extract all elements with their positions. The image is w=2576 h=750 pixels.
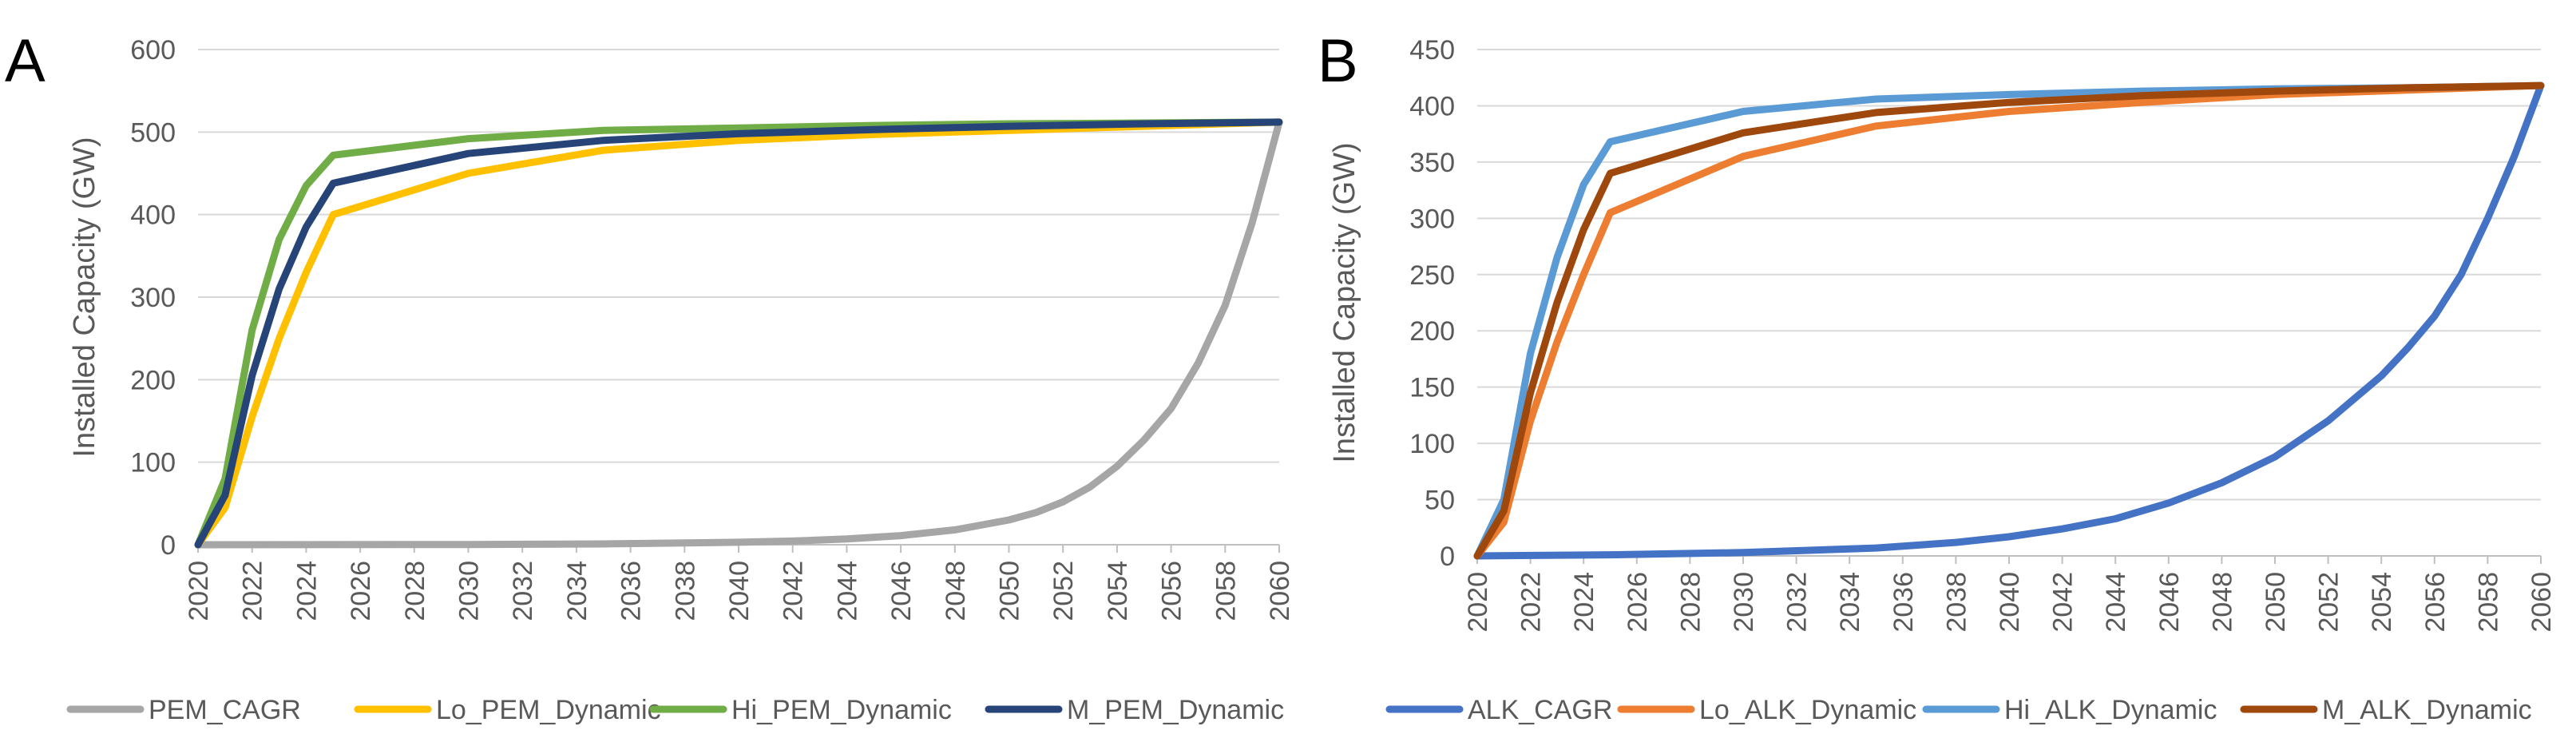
panel-a-letter: A	[5, 27, 46, 95]
x-tick-label: 2040	[1995, 572, 2025, 633]
x-tick-label: 2058	[1211, 561, 1241, 621]
y-tick-label: 150	[1409, 373, 1455, 403]
x-tick-label: 2038	[1941, 572, 1972, 633]
x-tick-label: 2054	[2367, 572, 2397, 633]
legend-item-m-pem-dynamic: M_PEM_Dynamic	[985, 695, 1284, 725]
x-tick-label: 2048	[941, 561, 971, 621]
x-tick-label: 2042	[779, 561, 809, 621]
legend-item-alk-cagr: ALK_CAGR	[1385, 695, 1612, 725]
panel-b: B Installed Capacity (GW) 0 50 100 150 200 25…	[1318, 27, 2557, 725]
x-tick-label: 2046	[2154, 572, 2185, 633]
x-tick-label: 2032	[1782, 572, 1813, 633]
panel-b-y-axis-title: Installed Capacity (GW)	[1328, 142, 1361, 462]
y-tick-label: 100	[130, 448, 176, 478]
series-line-alk-cagr	[1473, 81, 2545, 560]
legend-item-hi-alk-dynamic: Hi_ALK_Dynamic	[1922, 695, 2217, 725]
panel-a-legend: PEM_CAGR Lo_PEM_Dynamic Hi_PEM_Dynamic M_PE…	[66, 695, 1284, 725]
y-tick-label: 600	[130, 35, 176, 65]
legend-item-lo-alk-dynamic: Lo_ALK_Dynamic	[1617, 695, 1916, 725]
x-tick-label: 2026	[346, 561, 376, 621]
series-line-hi-alk-dynamic	[1473, 81, 2545, 560]
legend-item-m-alk-dynamic: M_ALK_Dynamic	[2240, 695, 2532, 725]
legend-label: Hi_PEM_Dynamic	[731, 695, 952, 725]
y-tick-label: 300	[1409, 204, 1455, 234]
x-tick-label: 2020	[184, 561, 214, 621]
panel-b-tick-labels: 0 50 100 150 200 250 300 350 400 450 2020 2022 2024 2…	[1409, 35, 2557, 633]
panel-b-series-lines	[1473, 81, 2545, 560]
x-tick-label: 2022	[1516, 572, 1547, 633]
x-tick-label: 2058	[2473, 572, 2503, 633]
x-tick-label: 2056	[2420, 572, 2451, 633]
legend-label: M_ALK_Dynamic	[2322, 695, 2532, 725]
series-line-m-alk-dynamic	[1473, 81, 2545, 560]
y-tick-label: 50	[1425, 486, 1455, 516]
x-tick-label: 2056	[1157, 561, 1187, 621]
x-tick-label: 2052	[2314, 572, 2344, 633]
series-line-hi-pem-dynamic	[194, 118, 1283, 549]
y-tick-label: 0	[161, 530, 176, 561]
panel-a: A Installed Capacity (GW) 0 100 200 300 400 5…	[5, 27, 1295, 725]
x-tick-label: 2026	[1623, 572, 1653, 633]
x-tick-label: 2042	[2048, 572, 2079, 633]
legend-label: Hi_ALK_Dynamic	[2004, 695, 2217, 725]
x-tick-label: 2044	[2101, 572, 2131, 633]
x-tick-label: 2028	[1675, 572, 1706, 633]
y-tick-label: 350	[1409, 148, 1455, 178]
panel-a-y-axis-title: Installed Capacity (GW)	[68, 137, 101, 457]
x-tick-label: 2046	[886, 561, 917, 621]
legend-item-hi-pem-dynamic: Hi_PEM_Dynamic	[649, 695, 952, 725]
x-tick-label: 2032	[508, 561, 538, 621]
panel-b-letter: B	[1318, 27, 1358, 95]
y-tick-label: 200	[130, 365, 176, 395]
panel-a-series-lines	[194, 118, 1283, 549]
x-tick-label: 2034	[1835, 572, 1865, 633]
series-line-pem-cagr	[194, 118, 1283, 549]
x-tick-label: 2044	[832, 561, 862, 621]
x-tick-label: 2060	[1265, 561, 1295, 621]
y-tick-label: 200	[1409, 316, 1455, 347]
y-tick-label: 100	[1409, 429, 1455, 459]
x-tick-label: 2028	[400, 561, 430, 621]
legend-label: Lo_ALK_Dynamic	[1699, 695, 1916, 725]
y-tick-label: 500	[130, 117, 176, 148]
x-tick-label: 2022	[238, 561, 268, 621]
x-tick-label: 2060	[2526, 572, 2557, 633]
panel-b-gridlines	[1477, 49, 2541, 557]
legend-label: Lo_PEM_Dynamic	[436, 695, 661, 725]
panel-b-legend: ALK_CAGR Lo_ALK_Dynamic Hi_ALK_Dynamic M_AL…	[1385, 695, 2532, 725]
x-tick-label: 2038	[670, 561, 700, 621]
x-tick-label: 2034	[562, 561, 592, 621]
legend-item-pem-cagr: PEM_CAGR	[66, 695, 301, 725]
legend-label: ALK_CAGR	[1468, 695, 1612, 725]
x-tick-label: 2024	[1569, 572, 1599, 633]
y-tick-label: 0	[1440, 542, 1455, 572]
y-tick-label: 450	[1409, 35, 1455, 65]
y-tick-label: 300	[130, 283, 176, 313]
x-tick-label: 2024	[291, 561, 322, 621]
y-tick-label: 400	[130, 200, 176, 231]
series-line-m-pem-dynamic	[194, 118, 1283, 549]
x-tick-label: 2048	[2207, 572, 2237, 633]
x-tick-label: 2030	[454, 561, 485, 621]
series-line-lo-alk-dynamic	[1473, 81, 2545, 560]
x-tick-label: 2030	[1729, 572, 1759, 633]
x-tick-label: 2050	[995, 561, 1025, 621]
y-tick-label: 250	[1409, 260, 1455, 291]
y-tick-label: 400	[1409, 91, 1455, 121]
panel-a-tick-labels: 0 100 200 300 400 500 600 2020 2022 2024 2026 2028 2…	[130, 35, 1295, 621]
x-tick-label: 2036	[1888, 572, 1919, 633]
legend-label: PEM_CAGR	[149, 695, 301, 725]
x-tick-label: 2036	[616, 561, 647, 621]
x-tick-label: 2050	[2261, 572, 2291, 633]
x-tick-label: 2020	[1463, 572, 1493, 633]
x-tick-label: 2052	[1048, 561, 1079, 621]
x-tick-label: 2040	[724, 561, 755, 621]
legend-label: M_PEM_Dynamic	[1067, 695, 1284, 725]
x-tick-label: 2054	[1103, 561, 1133, 621]
series-line-lo-pem-dynamic	[194, 118, 1283, 549]
legend-item-lo-pem-dynamic: Lo_PEM_Dynamic	[354, 695, 661, 725]
